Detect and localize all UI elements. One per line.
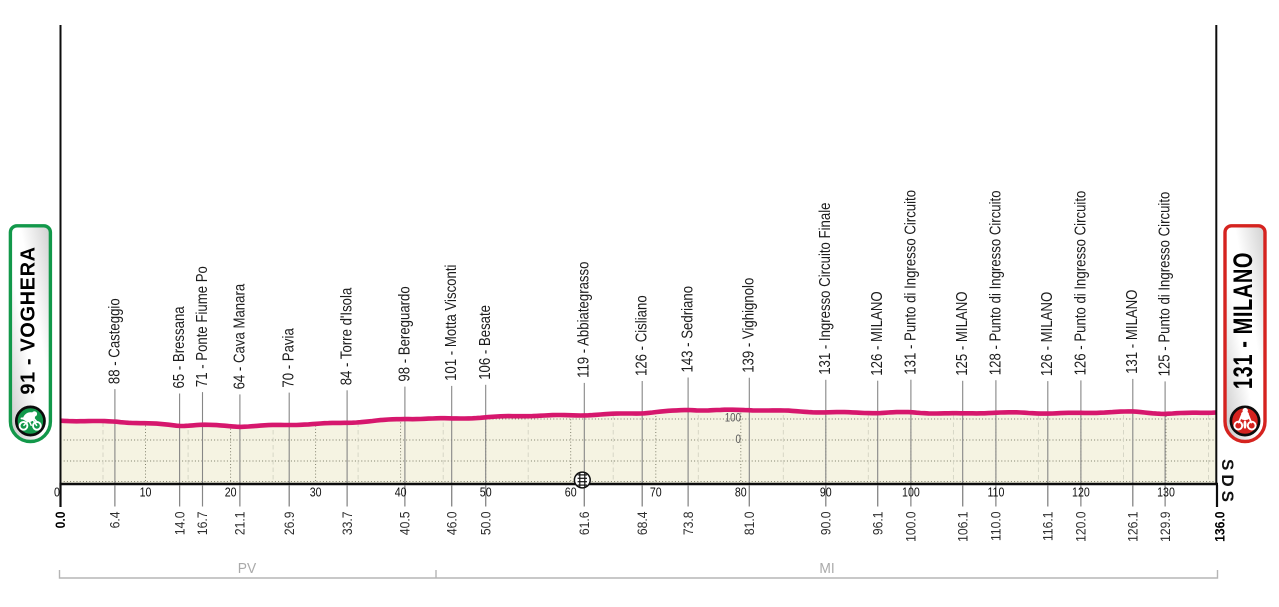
svg-text:30: 30 <box>310 486 322 500</box>
svg-text:14.0: 14.0 <box>172 512 188 536</box>
svg-text:125 - Punto di Ingresso Circui: 125 - Punto di Ingresso Circuito <box>1156 192 1173 377</box>
svg-text:136.0: 136.0 <box>1212 512 1228 542</box>
svg-text:50.0: 50.0 <box>478 512 494 536</box>
svg-text:70 - Pavia: 70 - Pavia <box>280 327 297 387</box>
svg-text:131 - MILANO: 131 - MILANO <box>1229 252 1258 389</box>
svg-text:40: 40 <box>395 486 407 500</box>
svg-text:84 - Torre d'Isola: 84 - Torre d'Isola <box>338 287 355 385</box>
svg-text:16.7: 16.7 <box>195 512 211 536</box>
svg-text:20: 20 <box>225 486 237 500</box>
svg-text:129.9: 129.9 <box>1157 512 1173 542</box>
svg-text:70: 70 <box>650 486 662 500</box>
svg-text:0.0: 0.0 <box>53 512 69 529</box>
svg-text:91 - VOGHERA: 91 - VOGHERA <box>18 246 40 394</box>
svg-text:98 - Bereguardo: 98 - Bereguardo <box>396 286 413 381</box>
svg-text:126 - MILANO: 126 - MILANO <box>1039 292 1056 376</box>
svg-text:101 - Motta Visconti: 101 - Motta Visconti <box>443 265 460 381</box>
svg-text:110.0: 110.0 <box>988 512 1004 541</box>
svg-text:119 - Abbiategrasso: 119 - Abbiategrasso <box>576 262 593 378</box>
svg-text:46.0: 46.0 <box>444 512 460 536</box>
svg-text:MI: MI <box>819 561 834 578</box>
svg-text:96.1: 96.1 <box>870 512 886 536</box>
svg-text:110: 110 <box>987 486 1004 500</box>
svg-text:120.0: 120.0 <box>1073 512 1089 542</box>
svg-text:128 - Punto di Ingresso Circui: 128 - Punto di Ingresso Circuito <box>987 190 1004 375</box>
svg-text:139 - Vighignolo: 139 - Vighignolo <box>741 278 758 373</box>
svg-text:80: 80 <box>735 486 747 500</box>
svg-text:50: 50 <box>480 486 492 500</box>
svg-text:0: 0 <box>736 434 741 447</box>
svg-text:SDS: SDS <box>1218 459 1237 506</box>
svg-text:100: 100 <box>725 412 741 425</box>
svg-text:106 - Besate: 106 - Besate <box>477 305 494 380</box>
svg-text:40.5: 40.5 <box>397 512 413 536</box>
svg-text:90: 90 <box>820 486 832 500</box>
svg-text:130: 130 <box>1157 486 1175 500</box>
svg-text:125 - MILANO: 125 - MILANO <box>954 291 971 375</box>
svg-text:116.1: 116.1 <box>1040 512 1056 541</box>
svg-text:106.1: 106.1 <box>955 512 971 542</box>
svg-text:126.1: 126.1 <box>1125 512 1141 542</box>
svg-text:90.0: 90.0 <box>818 512 834 536</box>
svg-text:120: 120 <box>1072 486 1090 500</box>
svg-text:126 - Cisliano: 126 - Cisliano <box>633 295 650 376</box>
svg-text:10: 10 <box>140 486 152 500</box>
svg-text:126 - Punto di Ingresso Circui: 126 - Punto di Ingresso Circuito <box>1072 191 1089 376</box>
svg-text:81.0: 81.0 <box>741 512 757 536</box>
svg-text:21.1: 21.1 <box>232 512 248 536</box>
svg-text:71 - Ponte Fiume Po: 71 - Ponte Fiume Po <box>194 266 211 387</box>
svg-text:143 - Sedriano: 143 - Sedriano <box>679 286 696 373</box>
svg-text:100: 100 <box>902 486 920 500</box>
svg-text:73.8: 73.8 <box>680 512 696 536</box>
svg-text:68.4: 68.4 <box>634 512 650 536</box>
svg-text:33.7: 33.7 <box>339 512 355 536</box>
svg-text:131 - Ingresso Circuito Finale: 131 - Ingresso Circuito Finale <box>817 203 834 375</box>
svg-text:65 - Bressana: 65 - Bressana <box>171 306 188 389</box>
svg-text:26.9: 26.9 <box>281 512 297 536</box>
svg-text:61.6: 61.6 <box>576 512 592 536</box>
svg-text:64 - Cava Manara: 64 - Cava Manara <box>231 283 248 389</box>
svg-text:126 - MILANO: 126 - MILANO <box>869 291 886 375</box>
svg-text:60: 60 <box>565 486 577 500</box>
svg-text:131 - MILANO: 131 - MILANO <box>1124 290 1141 374</box>
svg-text:6.4: 6.4 <box>107 512 123 529</box>
svg-text:131 - Punto di Ingresso Circui: 131 - Punto di Ingresso Circuito <box>902 190 919 375</box>
svg-text:0: 0 <box>54 486 60 500</box>
svg-text:88 - Casteggio: 88 - Casteggio <box>106 298 123 384</box>
svg-text:PV: PV <box>238 561 257 578</box>
svg-text:100.0: 100.0 <box>903 512 919 542</box>
